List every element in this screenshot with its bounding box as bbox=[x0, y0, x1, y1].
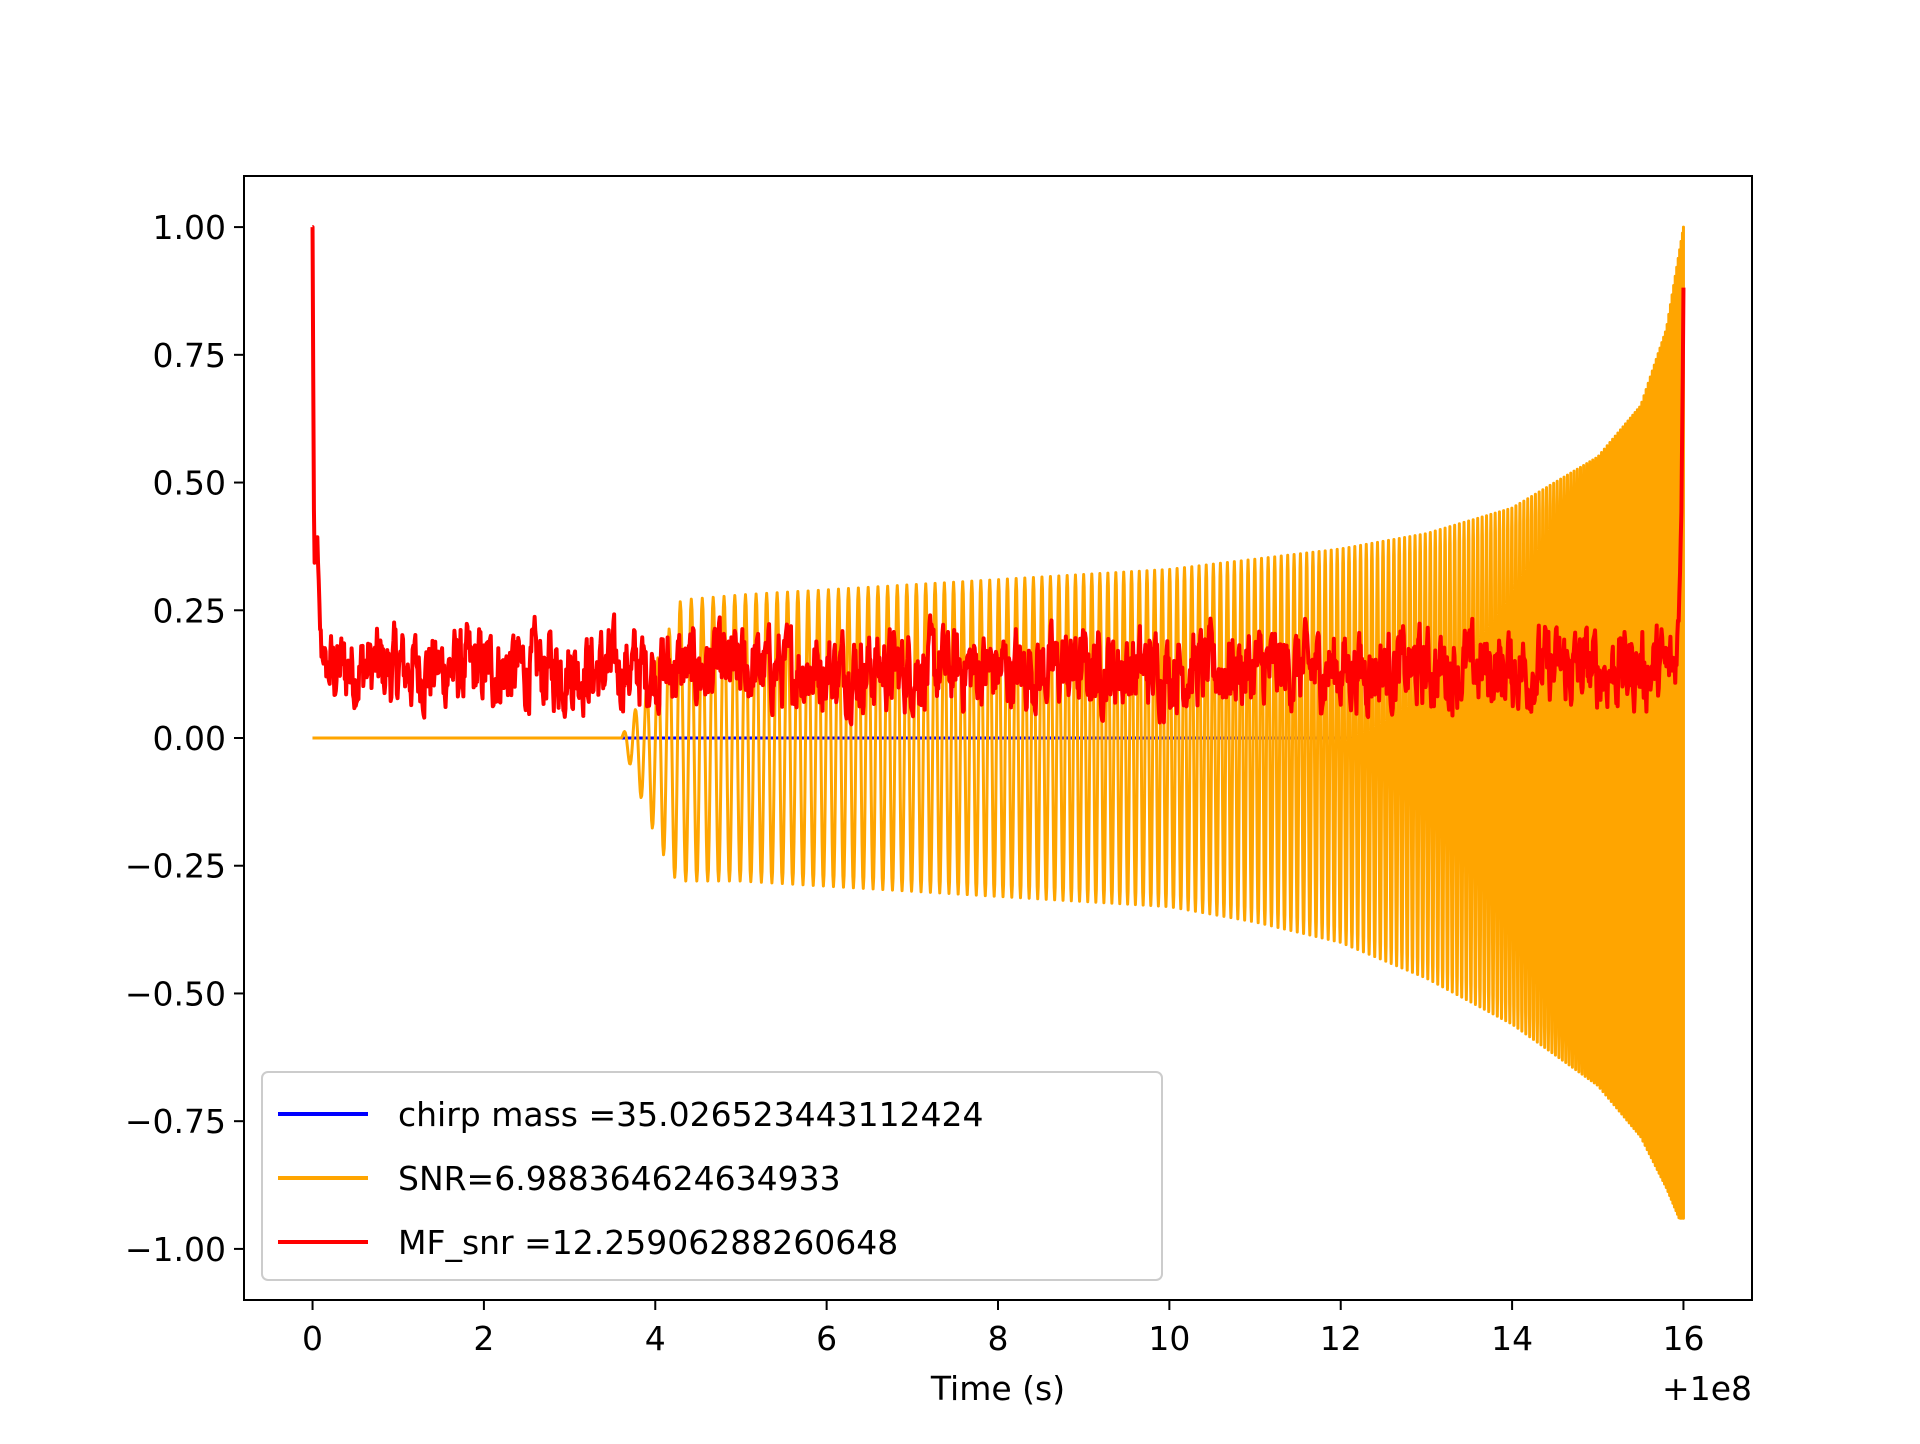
legend-label: chirp mass =35.026523443112424 bbox=[398, 1095, 984, 1134]
x-tick-label: 16 bbox=[1662, 1319, 1704, 1358]
legend-label: MF_snr =12.25906288260648 bbox=[398, 1223, 898, 1262]
y-tick-label: 0.75 bbox=[153, 336, 226, 375]
series-line-mf-snr bbox=[310, 225, 1686, 727]
x-axis-label: Time (s) bbox=[930, 1369, 1065, 1408]
x-tick-label: 12 bbox=[1320, 1319, 1362, 1358]
x-tick-label: 14 bbox=[1491, 1319, 1533, 1358]
y-tick-label: 0.50 bbox=[153, 464, 226, 503]
y-tick-label: 0.00 bbox=[153, 719, 226, 758]
y-tick-label: 0.25 bbox=[153, 591, 226, 630]
y-tick-label: −0.75 bbox=[125, 1102, 226, 1141]
y-tick-label: −0.25 bbox=[125, 847, 226, 886]
x-tick-label: 0 bbox=[302, 1319, 323, 1358]
x-tick-label: 4 bbox=[645, 1319, 666, 1358]
plot-marks bbox=[310, 225, 1686, 1220]
x-axis-offset-label: +1e8 bbox=[1662, 1369, 1752, 1408]
legend-label: SNR=6.988364624634933 bbox=[398, 1159, 841, 1198]
axis-ticks: 0 2 4 6 8 10 12 14 16 1.00 0.75 0.50 0.25 0.00 −0.25 −0… bbox=[125, 208, 1705, 1358]
x-tick-label: 6 bbox=[816, 1319, 837, 1358]
legend-box bbox=[261, 1071, 1163, 1281]
legend: chirp mass =35.026523443112424 SNR=6.9883… bbox=[261, 1071, 1163, 1281]
y-tick-label: −1.00 bbox=[125, 1230, 226, 1269]
y-tick-label: −0.50 bbox=[125, 974, 226, 1013]
x-tick-label: 8 bbox=[988, 1319, 1009, 1358]
x-tick-label: 2 bbox=[473, 1319, 494, 1358]
y-tick-label: 1.00 bbox=[153, 208, 226, 247]
x-tick-label: 10 bbox=[1148, 1319, 1190, 1358]
